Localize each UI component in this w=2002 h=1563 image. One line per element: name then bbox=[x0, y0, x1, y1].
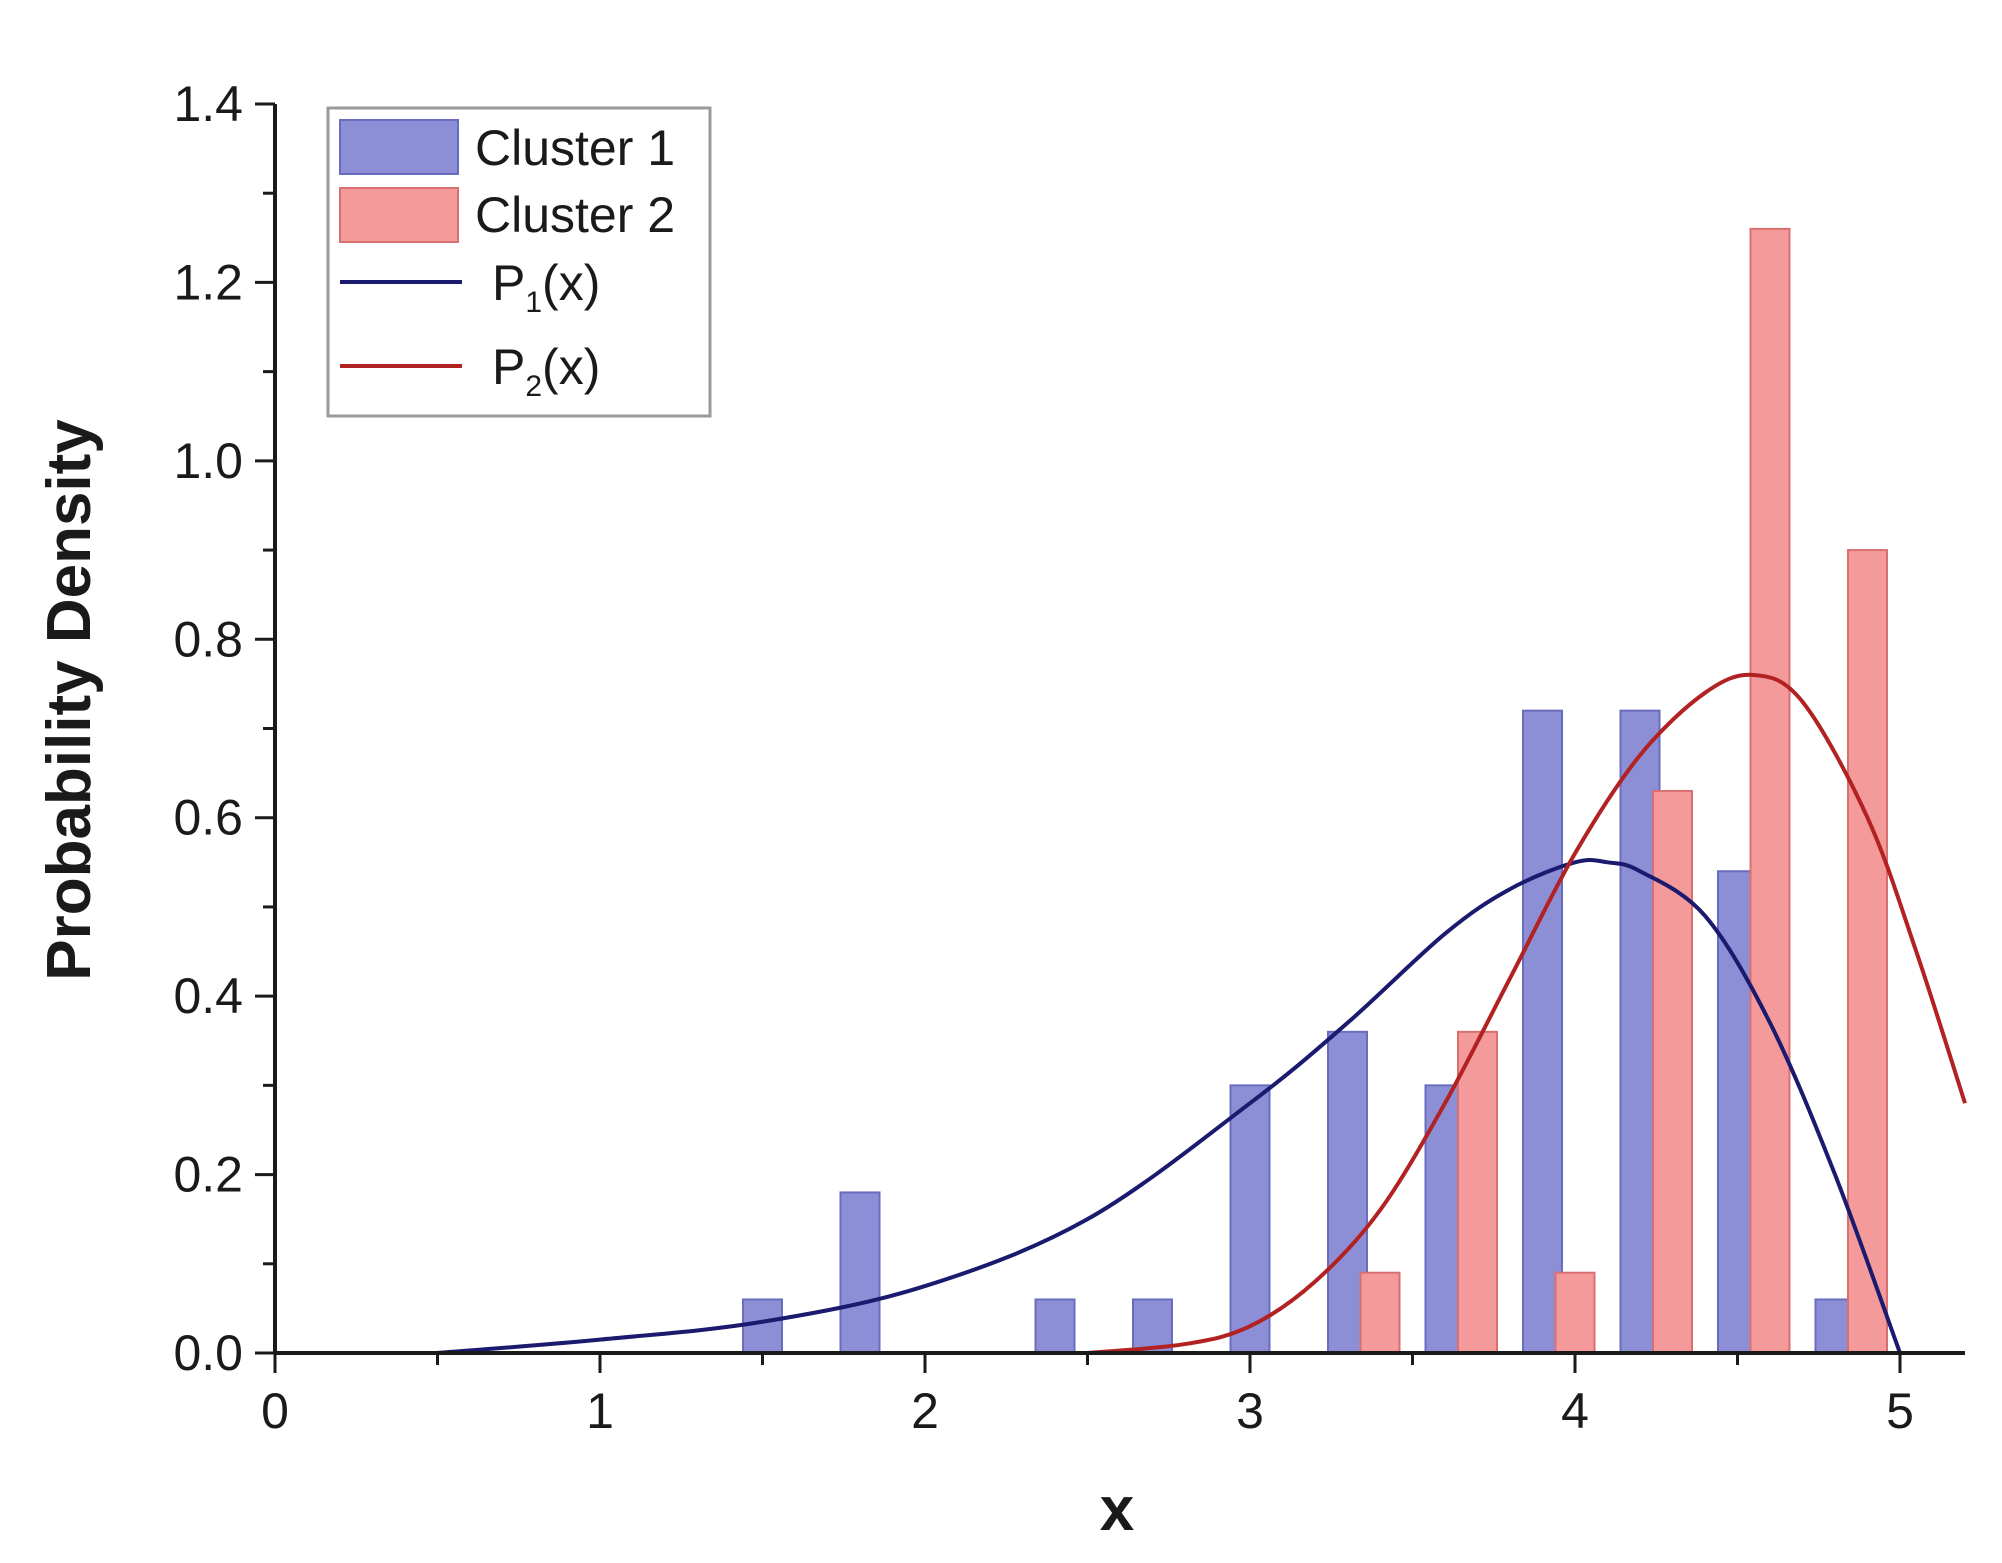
cluster-2-bar bbox=[1457, 1030, 1498, 1355]
x-tick-label: 2 bbox=[911, 1383, 939, 1439]
x-tick-label: 1 bbox=[586, 1383, 614, 1439]
x-tick-label: 4 bbox=[1561, 1383, 1589, 1439]
cluster-2-bar bbox=[1652, 789, 1693, 1354]
legend-label-p1-name: P bbox=[492, 255, 525, 311]
y-axis-title: Probability Density bbox=[35, 419, 104, 981]
x-axis-title: x bbox=[1100, 1475, 1135, 1544]
legend-label-p1-sub: 1 bbox=[525, 286, 542, 319]
cluster-1-bar bbox=[1132, 1298, 1173, 1355]
legend-label-p2: P2(x) bbox=[492, 339, 600, 403]
y-tick-label: 1.4 bbox=[173, 76, 243, 132]
curve-p1 bbox=[437, 857, 1902, 1355]
cluster-2-bar bbox=[1847, 549, 1888, 1354]
cluster-1-bar bbox=[839, 1191, 881, 1355]
x-tick-label: 5 bbox=[1886, 1383, 1914, 1439]
cluster-2-bar bbox=[1359, 1271, 1401, 1355]
cluster-1-bar bbox=[1522, 709, 1563, 1354]
legend-label-cluster-2: Cluster 2 bbox=[475, 187, 675, 243]
legend-label-cluster-1: Cluster 1 bbox=[475, 120, 675, 176]
legend-swatch-cluster-1 bbox=[339, 119, 459, 175]
cluster-2-bar bbox=[1554, 1271, 1596, 1355]
y-tick-label: 1.2 bbox=[173, 254, 243, 310]
curve-p2 bbox=[1087, 672, 1967, 1355]
cluster-2-bar bbox=[1749, 227, 1791, 1354]
x-tick-label: 3 bbox=[1236, 1383, 1264, 1439]
cluster-1-bar bbox=[742, 1298, 783, 1355]
y-tick-label: 0.2 bbox=[173, 1147, 243, 1203]
legend-label-p2-sub: 2 bbox=[525, 370, 542, 403]
y-tick-label: 0.8 bbox=[173, 611, 243, 667]
cluster-1-bar bbox=[1229, 1084, 1271, 1355]
legend-label-p1-suffix: (x) bbox=[542, 255, 600, 311]
y-tick-label: 0.0 bbox=[173, 1325, 243, 1381]
legend-label-p2-suffix: (x) bbox=[542, 339, 600, 395]
x-tick-label: 0 bbox=[261, 1383, 289, 1439]
y-tick-label: 1.0 bbox=[173, 433, 243, 489]
legend: Cluster 1 Cluster 2 P1(x) P2(x) bbox=[326, 106, 712, 418]
axes: 0 1 2 3 4 5 0.0 0.2 0.4 0.6 0.8 1.0 1.2 1.4 bbox=[173, 76, 1965, 1439]
legend-label-p2-name: P bbox=[492, 339, 525, 395]
y-tick-label: 0.6 bbox=[173, 790, 243, 846]
cluster-1-bar bbox=[1034, 1298, 1076, 1355]
legend-swatch-cluster-2 bbox=[339, 187, 459, 243]
legend-label-p1: P1(x) bbox=[492, 255, 600, 319]
y-tick-label: 0.4 bbox=[173, 968, 243, 1024]
